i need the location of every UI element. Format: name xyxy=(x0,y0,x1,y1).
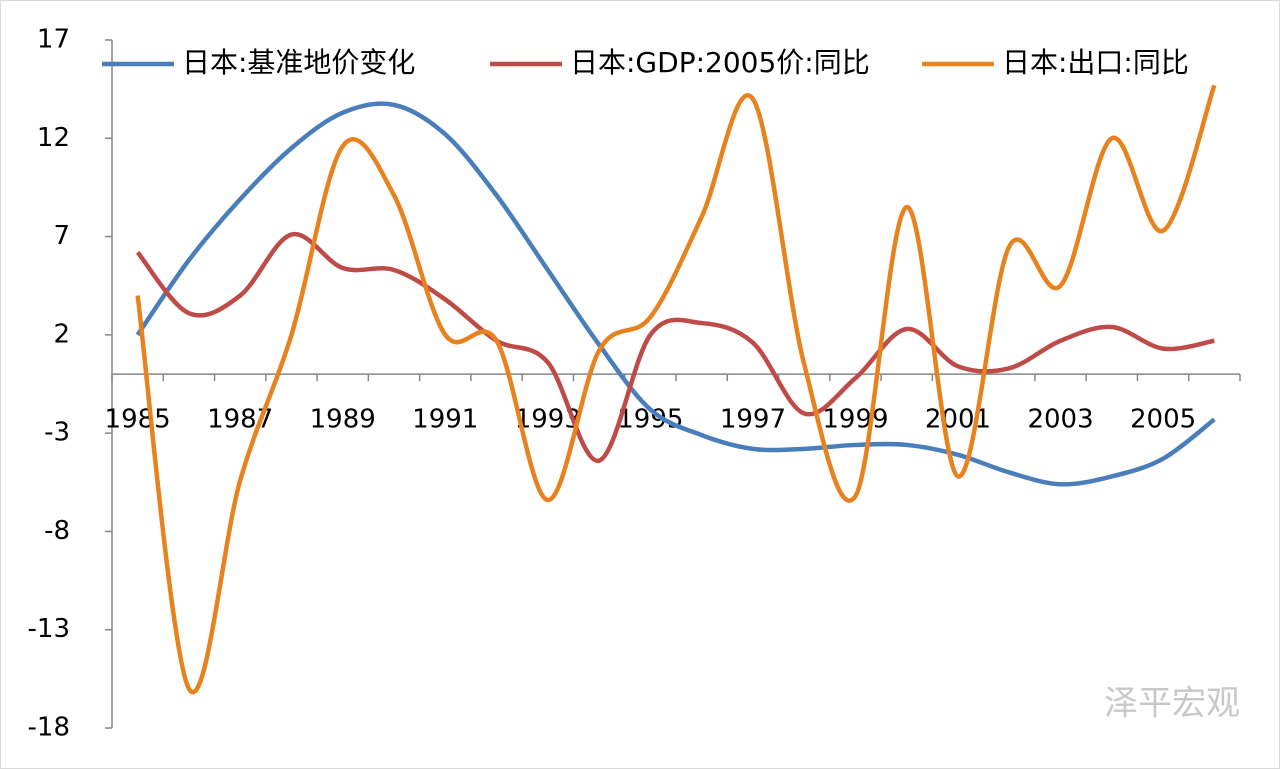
x-tick-label: 1989 xyxy=(310,405,376,435)
y-tick-label: -18 xyxy=(28,713,70,743)
line-series xyxy=(135,84,1217,695)
x-tick-label: 1999 xyxy=(822,405,888,435)
y-tick-label: 12 xyxy=(37,123,70,153)
line-series xyxy=(135,101,1216,487)
x-tick-label: 1991 xyxy=(412,405,478,435)
watermark: 泽平宏观 xyxy=(1104,684,1240,724)
y-tick-label: -13 xyxy=(28,614,70,644)
x-tick-label: 2001 xyxy=(925,405,991,435)
x-tick-label: 2005 xyxy=(1130,405,1196,435)
y-tick-label: 7 xyxy=(53,221,70,251)
legend-label: 日本:GDP:2005价:同比 xyxy=(570,46,870,79)
y-tick-label: -3 xyxy=(44,418,70,448)
x-tick-label: 1985 xyxy=(105,405,171,435)
x-tick-label: 2003 xyxy=(1027,405,1093,435)
legend-label: 日本:基准地价变化 xyxy=(182,46,415,79)
y-tick-label: 17 xyxy=(37,25,70,55)
legend-label: 日本:出口:同比 xyxy=(1002,46,1189,79)
x-tick-label: 1997 xyxy=(720,405,786,435)
y-tick-label: 2 xyxy=(53,319,70,349)
y-tick-label: -8 xyxy=(44,516,70,546)
